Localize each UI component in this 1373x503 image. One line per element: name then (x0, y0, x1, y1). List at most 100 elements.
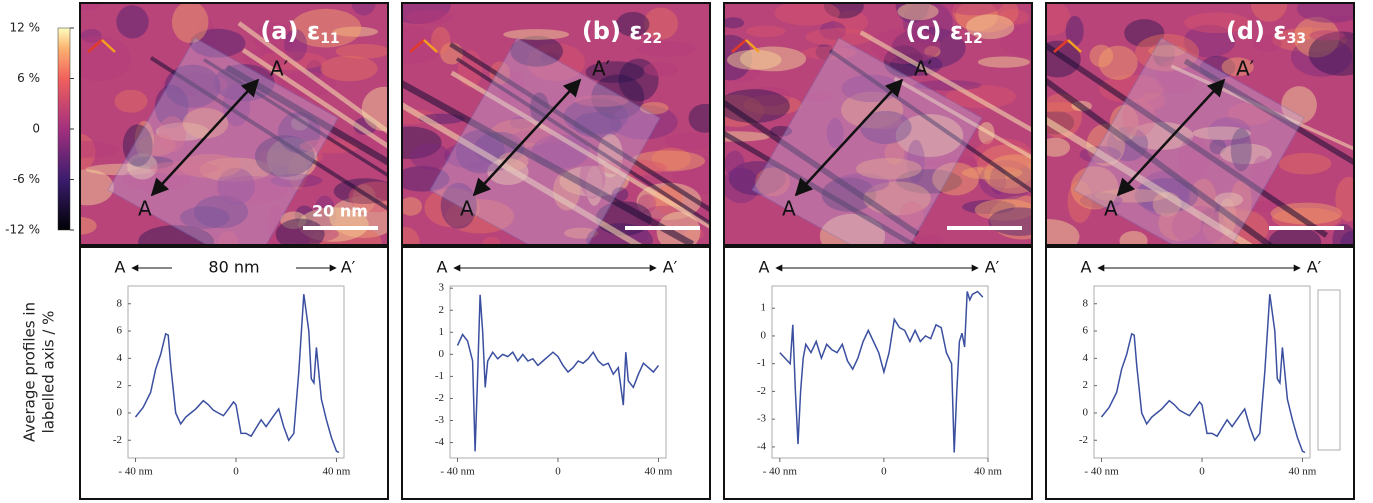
map-texture (591, 74, 645, 120)
map-texture (597, 134, 623, 178)
map-texture (1152, 41, 1176, 68)
map-texture (609, 104, 678, 140)
map-frame (79, 2, 389, 246)
map-texture (253, 22, 297, 54)
y-tick-label: -2 (757, 385, 766, 397)
x-tick-label: 40 nm (1289, 466, 1317, 478)
map-texture (1089, 44, 1114, 68)
map-texture (361, 86, 388, 132)
map-texture (743, 94, 802, 115)
map-texture (1158, 205, 1202, 242)
map-texture (651, 147, 692, 171)
map-texture (637, 194, 657, 213)
map-texture (984, 154, 1032, 194)
map-texture (906, 139, 925, 184)
header-a: A (115, 258, 126, 277)
map-texture (126, 153, 158, 180)
map-texture (193, 195, 249, 229)
map-streak (237, 21, 388, 135)
y-tick-label: 2 (1083, 379, 1089, 391)
map-texture (290, 8, 362, 48)
plot-frame (1045, 246, 1355, 500)
x-tick-label: 0 (1199, 466, 1205, 478)
map-texture (171, 3, 209, 44)
map-texture (402, 126, 442, 160)
map-texture (116, 5, 149, 39)
map-texture (402, 166, 450, 192)
label-a-prime: A′ (270, 57, 289, 81)
y-tick-label: 8 (1083, 297, 1089, 309)
map-texture (503, 29, 570, 40)
map-texture (574, 94, 629, 107)
map-texture (1046, 3, 1071, 36)
x-tick-label: - 40 nm (440, 466, 475, 478)
orientation-arrow (423, 39, 438, 53)
map-frame (1045, 2, 1355, 246)
map-texture (563, 227, 599, 239)
y-tick-label: 1 (439, 326, 445, 338)
map-texture (267, 204, 285, 245)
map-texture (643, 7, 679, 40)
map-texture (1220, 143, 1272, 165)
map-texture (977, 56, 1031, 68)
map-texture (801, 46, 857, 60)
colorbar-tick-label: -6 % (13, 172, 40, 186)
map-texture (526, 43, 586, 82)
y-axis-label: labelled axis / % (40, 311, 58, 434)
map-texture (724, 34, 753, 81)
title-subscript: 11 (320, 31, 339, 47)
map-texture (80, 3, 102, 12)
colorbar-tick-label: -12 % (5, 223, 40, 237)
map-texture (974, 198, 1032, 221)
map-texture (819, 21, 846, 40)
map-texture (410, 143, 451, 170)
map-streak (893, 76, 1032, 160)
map-texture (616, 11, 650, 37)
map-texture (288, 154, 308, 190)
map-texture (999, 23, 1032, 57)
label-a: A (782, 197, 796, 221)
map-texture (897, 3, 939, 21)
map-texture (639, 101, 669, 115)
side-box (1317, 289, 1341, 451)
map-texture (402, 197, 423, 216)
y-tick-label: 4 (1083, 352, 1089, 364)
map-texture (915, 235, 944, 245)
map-texture (728, 161, 786, 196)
map-texture (1119, 231, 1148, 245)
map-texture (943, 3, 1004, 16)
map-texture (179, 206, 230, 229)
map-frame (723, 2, 1033, 246)
y-tick-label: 6 (117, 325, 123, 337)
plot-frame (79, 246, 389, 500)
y-tick-label: 0 (761, 329, 767, 341)
title-main: (c) ε (905, 17, 963, 45)
map-streak (859, 30, 1032, 133)
label-a: A (1104, 197, 1118, 221)
x-tick-label: 40 nm (645, 466, 673, 478)
map-texture (122, 124, 153, 167)
map-texture (80, 169, 114, 206)
plot-frame (401, 246, 711, 500)
map-texture (189, 28, 246, 58)
map-texture (313, 195, 337, 236)
y-tick-label: 2 (439, 304, 445, 316)
map-texture (1135, 33, 1200, 72)
y-tick-label: 1 (761, 302, 767, 314)
map-texture (664, 132, 710, 150)
map-texture (630, 150, 706, 172)
map-texture (510, 35, 563, 67)
map-texture (482, 236, 501, 245)
map-frame (401, 2, 711, 246)
map-texture (80, 28, 102, 43)
map-texture (405, 10, 453, 25)
map-texture (294, 205, 315, 226)
map-texture (1183, 24, 1236, 58)
y-tick-label: 4 (117, 352, 123, 364)
map-texture (643, 62, 678, 77)
map-texture (988, 207, 1032, 236)
map-texture (258, 147, 324, 167)
map-texture (254, 135, 315, 178)
y-tick-label: -1 (757, 357, 766, 369)
